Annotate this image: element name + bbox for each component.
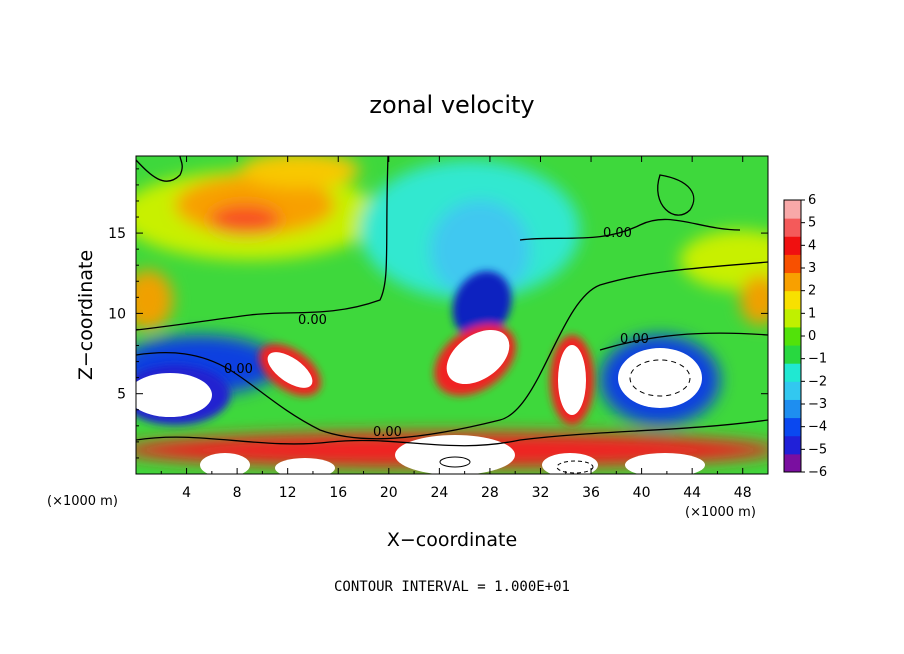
zero-contour-6 — [519, 218, 741, 241]
colorbar-swatch — [784, 218, 801, 237]
colorbar-swatch — [784, 272, 801, 292]
colorbar-swatch — [784, 399, 801, 419]
bottom-core-3 — [395, 435, 515, 474]
plot-frame — [135, 155, 769, 475]
colorbar-tick-label: −4 — [808, 420, 827, 435]
zero-contour-3 — [136, 419, 768, 447]
colorbar: 6 5 4 3 2 1 0 −1 −2 −3 −4 −5 −6 — [783, 193, 827, 480]
upper-right-yellow — [680, 230, 768, 290]
y-axis-ticks: 5 10 15 — [108, 168, 768, 459]
x-axis-unit: (×1000 m) — [685, 505, 756, 520]
colorbar-swatch — [784, 236, 801, 255]
colorbar-swatch — [784, 417, 801, 437]
colorbar-swatch — [784, 345, 801, 364]
colorbar-tick-label: −3 — [808, 397, 827, 412]
bottom-core-2 — [275, 458, 335, 474]
colorbar-swatch — [784, 308, 801, 328]
colorbar-swatch — [784, 381, 801, 400]
y-tick-label: 15 — [108, 226, 126, 242]
bottom-core-4 — [542, 453, 598, 474]
y-axis-unit: (×1000 m) — [47, 494, 118, 509]
positive-core-right — [558, 345, 586, 415]
chart-title: zonal velocity — [369, 91, 534, 119]
upper-right-orange — [740, 275, 768, 325]
bottom-core-5 — [625, 453, 705, 474]
contour-label: 0.00 — [603, 226, 632, 241]
y-tick-label: 10 — [108, 306, 126, 322]
x-axis-label: X−coordinate — [387, 529, 517, 551]
x-axis-ticks: 4 8 12 16 20 24 28 32 36 40 44 48 — [160, 156, 752, 501]
dashed-contour-right — [629, 359, 691, 397]
y-tick-label: 5 — [117, 387, 126, 403]
positive-core-left — [267, 352, 313, 388]
contour-label: 0.00 — [298, 313, 327, 328]
x-tick-label: 48 — [734, 485, 752, 501]
colorbar-swatch — [784, 326, 801, 346]
x-tick-label: 36 — [582, 485, 600, 501]
contour-label: 0.00 — [224, 362, 253, 377]
negative-jet-core — [452, 271, 512, 339]
zero-contour-5 — [657, 174, 695, 216]
bottom-core-1 — [200, 453, 250, 474]
left-edge-orange — [136, 270, 173, 330]
upper-left-yellow-strip — [240, 156, 360, 188]
dashed-contour-bottom — [556, 460, 594, 474]
colorbar-swatch — [784, 200, 801, 219]
x-tick-label: 44 — [683, 485, 701, 501]
x-tick-label: 40 — [633, 485, 651, 501]
colorbar-tick-label: −2 — [808, 374, 827, 389]
colorbar-tick-label: 5 — [808, 216, 816, 231]
colorbar-swatch — [784, 435, 801, 455]
colorbar-tick-label: 0 — [808, 329, 816, 344]
colorbar-swatch — [784, 363, 801, 382]
x-tick-label: 16 — [329, 485, 347, 501]
colorbar-tick-label: −6 — [808, 465, 827, 480]
colorbar-tick-label: 6 — [808, 193, 816, 208]
contour-label: 0.00 — [620, 332, 649, 347]
x-tick-label: 24 — [430, 485, 448, 501]
x-tick-label: 20 — [380, 485, 398, 501]
zero-contour-1 — [136, 156, 389, 331]
x-tick-label: 12 — [279, 485, 297, 501]
zero-contour-7 — [136, 156, 183, 182]
colorbar-tick-label: 3 — [808, 261, 816, 276]
colorbar-tick-label: −5 — [808, 442, 827, 457]
negative-core-right — [618, 348, 702, 408]
colorbar-tick-label: 1 — [808, 306, 816, 321]
colorbar-swatch — [784, 290, 801, 310]
solid-contour-bottom — [439, 456, 471, 468]
colorbar-tick-label: 4 — [808, 238, 816, 253]
zero-contour-2 — [136, 261, 768, 440]
x-tick-label: 32 — [532, 485, 550, 501]
contour-interval-note: CONTOUR INTERVAL = 1.000E+01 — [334, 579, 570, 595]
colorbar-tick-label: 2 — [808, 284, 816, 299]
zero-contour-4 — [599, 332, 768, 351]
colorbar-swatch — [784, 254, 801, 274]
y-axis-label: Z−coordinate — [75, 250, 97, 380]
colorbar-swatch — [784, 453, 801, 473]
contour-labels: 0.00 0.00 0.00 0.00 0.00 — [224, 226, 649, 440]
heatmap-field — [136, 156, 768, 474]
upper-middle-light-blue — [430, 200, 530, 300]
x-tick-label: 28 — [481, 485, 499, 501]
negative-core-left — [136, 373, 212, 417]
x-tick-label: 4 — [182, 485, 191, 501]
upper-left-red-region — [210, 205, 280, 235]
positive-core-center — [446, 330, 510, 384]
colorbar-tick-label: −1 — [808, 352, 827, 367]
x-tick-label: 8 — [233, 485, 242, 501]
contour-label: 0.00 — [373, 425, 402, 440]
